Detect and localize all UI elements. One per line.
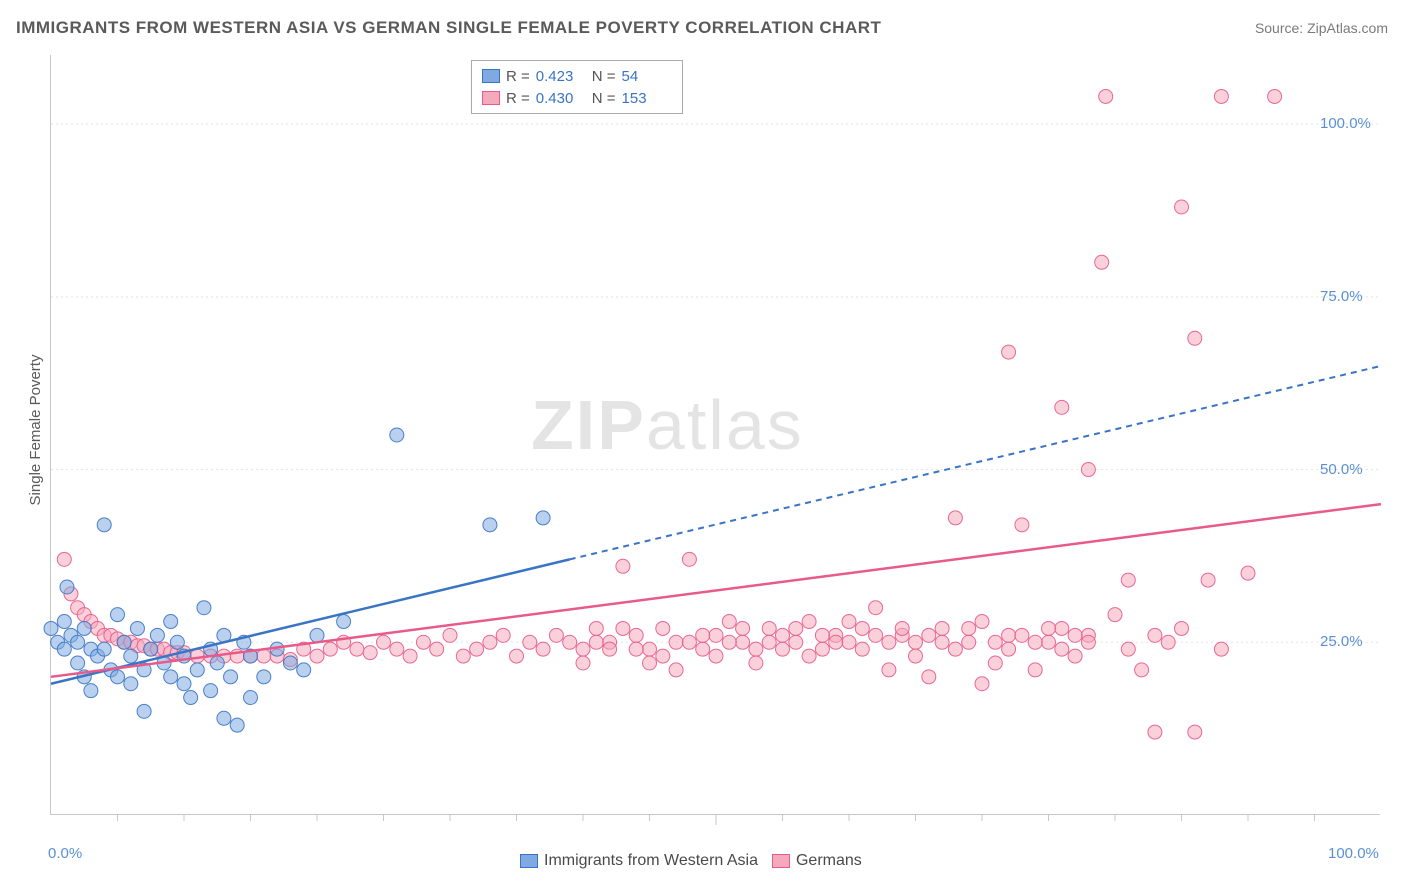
- scatter-plot: ZIPatlas R = 0.423 N = 54 R = 0.430 N = …: [50, 55, 1380, 815]
- legend-swatch-1: [482, 69, 500, 83]
- legend-item-1: Immigrants from Western Asia: [520, 852, 758, 870]
- r-label: R =: [506, 90, 530, 107]
- n-value-2: 153: [622, 90, 672, 107]
- chart-title: IMMIGRANTS FROM WESTERN ASIA VS GERMAN S…: [16, 18, 881, 38]
- legend-row-1: R = 0.423 N = 54: [482, 65, 672, 87]
- legend-swatch-2: [482, 91, 500, 105]
- r-label: R =: [506, 68, 530, 85]
- legend-label-2: Germans: [796, 852, 862, 869]
- y-tick-label: 50.0%: [1320, 461, 1363, 478]
- series-legend: Immigrants from Western Asia Germans: [520, 852, 862, 870]
- y-axis-label: Single Female Poverty: [27, 355, 44, 506]
- n-label: N =: [592, 68, 616, 85]
- source-attribution: Source: ZipAtlas.com: [1255, 20, 1388, 36]
- y-tick-label: 100.0%: [1320, 115, 1371, 132]
- plot-svg: [51, 55, 1381, 815]
- legend-label-1: Immigrants from Western Asia: [544, 852, 758, 869]
- n-value-1: 54: [622, 68, 672, 85]
- r-value-2: 0.430: [536, 90, 586, 107]
- r-value-1: 0.423: [536, 68, 586, 85]
- y-tick-label: 25.0%: [1320, 633, 1363, 650]
- n-label: N =: [592, 90, 616, 107]
- legend-row-2: R = 0.430 N = 153: [482, 87, 672, 109]
- x-tick-label: 0.0%: [48, 845, 82, 862]
- legend-item-2: Germans: [772, 852, 862, 870]
- y-tick-label: 75.0%: [1320, 288, 1363, 305]
- legend-swatch-icon: [520, 854, 538, 868]
- correlation-legend: R = 0.423 N = 54 R = 0.430 N = 153: [471, 60, 683, 114]
- legend-swatch-icon: [772, 854, 790, 868]
- x-tick-label: 100.0%: [1328, 845, 1379, 862]
